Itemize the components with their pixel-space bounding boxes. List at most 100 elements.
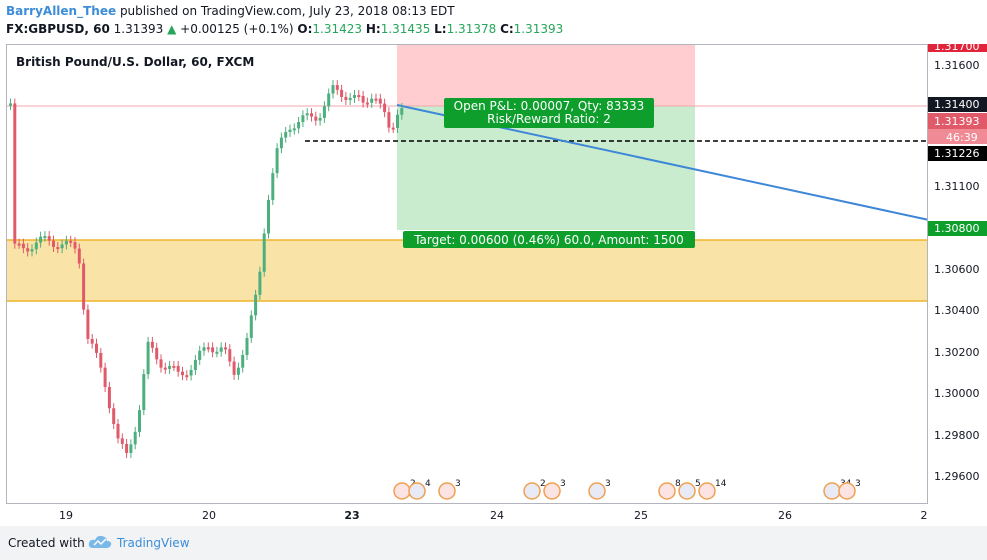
last-price-label: 1.31393 [934, 115, 980, 128]
candle [193, 359, 197, 370]
candle [60, 244, 64, 249]
candle [56, 247, 60, 250]
time-axis[interactable]: 19 20 23 24 25 26 2 [0, 504, 987, 526]
symbol-label: FX:GBPUSD, 60 [6, 22, 110, 36]
created-with-label: Created with [8, 536, 85, 550]
candle [353, 95, 356, 98]
candle [383, 103, 387, 113]
candle [129, 444, 133, 453]
dashed-price-label: 1.31226 [934, 147, 980, 160]
chart-canvas[interactable]: Open P&L: 0.00007, Qty: 83333 Risk/Rewar… [7, 45, 928, 504]
event-count: 14 [715, 479, 727, 489]
author-link[interactable]: BarryAllen_Thee [6, 4, 117, 18]
candle [335, 85, 339, 90]
candle [13, 103, 17, 244]
candle [64, 240, 68, 245]
candle [318, 117, 322, 121]
candle [21, 243, 25, 249]
chart-pane[interactable]: Open P&L: 0.00007, Qty: 83333 Risk/Rewar… [6, 44, 928, 504]
candle [215, 351, 219, 354]
event-count: 4 [425, 479, 431, 489]
candle [219, 347, 223, 352]
candle [116, 423, 120, 439]
last-price: 1.31393 [113, 22, 164, 36]
candle [279, 137, 283, 149]
candle [245, 337, 249, 355]
candle [77, 248, 81, 264]
risk-zone[interactable] [397, 45, 695, 106]
time-tick: 25 [634, 509, 648, 522]
candle [284, 132, 288, 138]
candle [374, 98, 378, 101]
pnl-label: Open P&L: 0.00007, Qty: 83333 [454, 99, 645, 113]
price-axis-canvas[interactable]: 1.31600 1.31100 1.30600 1.30400 1.30200 … [928, 40, 987, 504]
time-axis-canvas[interactable]: 19 20 23 24 25 26 2 [0, 504, 987, 526]
candle [344, 96, 348, 100]
entry-price-tag [928, 97, 987, 112]
price-tick: 1.30000 [934, 387, 980, 400]
price-tick: 1.31600 [934, 59, 980, 72]
candle [172, 365, 176, 368]
event-flag-icon[interactable] [408, 482, 426, 500]
high-label: H: [365, 22, 381, 36]
time-tick: 19 [59, 509, 73, 522]
candle [159, 359, 163, 368]
candle [86, 309, 90, 339]
candle [288, 129, 292, 133]
candle [103, 367, 107, 388]
event-count: 3 [855, 479, 861, 489]
time-tick: 26 [778, 509, 792, 522]
event-flag-icon[interactable] [678, 482, 696, 500]
price-tick: 1.30400 [934, 304, 980, 317]
close-value: 1.31393 [513, 22, 564, 36]
event-flag-icon[interactable] [838, 482, 856, 500]
candle [292, 128, 296, 131]
countdown-label: 46:39 [946, 131, 978, 144]
dashed-price-tag [928, 146, 987, 161]
target-label-box [403, 231, 695, 248]
entry-price-label: 1.31400 [934, 98, 980, 111]
candle [275, 148, 279, 174]
chart-header: BarryAllen_Thee published on TradingView… [0, 0, 987, 44]
candle [361, 95, 365, 103]
tradingview-link[interactable]: TradingView [117, 536, 190, 550]
candle [26, 248, 30, 252]
low-label: L: [434, 22, 447, 36]
event-flag-icon[interactable] [588, 482, 606, 500]
event-flag-icon[interactable] [543, 482, 561, 500]
candle [142, 374, 146, 411]
candle [107, 387, 111, 409]
time-tick: 2 [921, 509, 928, 522]
candle [391, 127, 395, 130]
time-tick: 20 [202, 509, 216, 522]
time-tick: 24 [490, 509, 504, 522]
candle [400, 108, 404, 115]
events-group: 2432338514343 [393, 479, 861, 500]
event-flag-icon[interactable] [393, 482, 411, 500]
event-flag-icon[interactable] [658, 482, 676, 500]
candle [52, 240, 55, 248]
candle [322, 106, 326, 118]
event-flag-icon[interactable] [438, 482, 456, 500]
candle [370, 98, 374, 103]
price-tick: 1.30600 [934, 263, 980, 276]
candle [314, 116, 318, 121]
candle [297, 121, 301, 129]
event-flag-icon[interactable] [523, 482, 541, 500]
candle [331, 85, 335, 94]
event-flag-icon[interactable] [698, 482, 716, 500]
candle [211, 347, 215, 353]
candle [249, 315, 253, 338]
candle [30, 249, 34, 252]
candle [310, 113, 313, 117]
target-price-tag [928, 221, 987, 236]
candle [146, 341, 150, 375]
candle [254, 294, 258, 316]
tradingview-cloud-icon [88, 535, 112, 548]
demand-zone[interactable] [7, 240, 928, 301]
chart-title: British Pound/U.S. Dollar, 60, FXCM [16, 55, 254, 69]
risk-reward-label: Risk/Reward Ratio: 2 [487, 112, 611, 126]
price-axis[interactable]: 1.31600 1.31100 1.30600 1.30400 1.30200 … [928, 40, 987, 504]
low-value: 1.31378 [446, 22, 497, 36]
event-flag-icon[interactable] [823, 482, 841, 500]
